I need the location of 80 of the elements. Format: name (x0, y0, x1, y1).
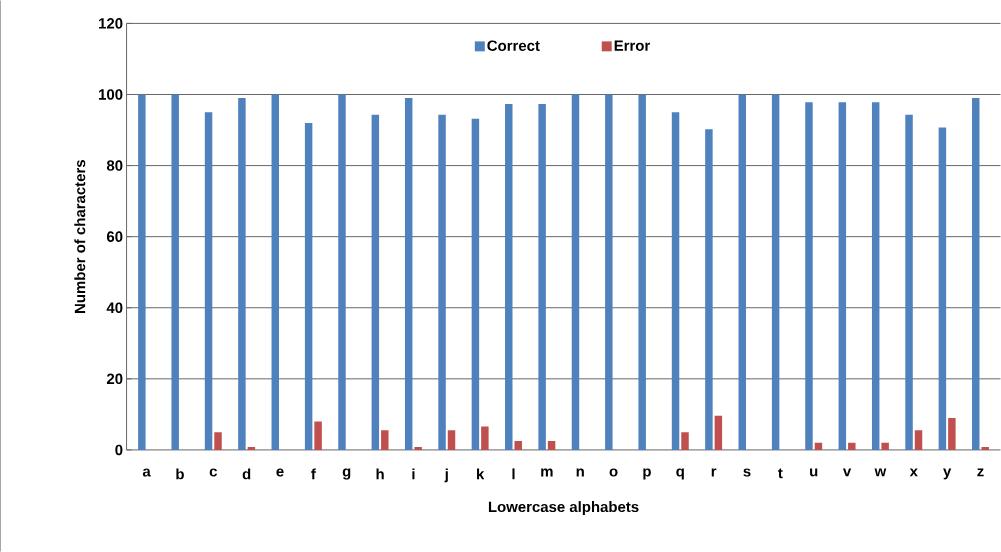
x-tick-label: i (412, 468, 415, 480)
x-tick-label: h (376, 468, 384, 480)
x-tick-label: b (176, 468, 184, 480)
x-tick-label: m (541, 468, 553, 477)
x-tick-label: u (810, 468, 818, 477)
bar (271, 94, 280, 450)
x-tick-label: r (711, 468, 717, 477)
x-tick-label: c (209, 468, 218, 477)
bar (638, 94, 646, 450)
bar (805, 102, 813, 450)
bar (514, 441, 522, 450)
bar (438, 114, 446, 450)
x-tick-label: d (242, 468, 251, 480)
x-tick-label: o (609, 468, 618, 477)
bar (414, 447, 422, 450)
bar (447, 430, 456, 450)
x-tick-label: y (943, 468, 952, 480)
x-tick-label: g (342, 468, 351, 480)
y-tick-label: 20 (106, 373, 123, 385)
bar (714, 415, 723, 450)
x-tick-label: l (512, 468, 515, 480)
x-tick-label: e (276, 468, 284, 477)
bar (471, 118, 480, 450)
y-tick-label: 0 (115, 444, 123, 456)
bar (338, 94, 346, 450)
bar (848, 442, 856, 450)
legend-label: Error (614, 40, 651, 51)
y-tick-label: 80 (106, 160, 123, 171)
bar (681, 432, 689, 450)
x-tick-label: k (477, 468, 485, 480)
bar (505, 104, 513, 450)
bar (981, 447, 989, 450)
x-tick-label: v (842, 468, 852, 477)
bar (838, 102, 847, 450)
bar (538, 104, 546, 450)
bar (404, 98, 413, 450)
x-tick-label: w (874, 468, 887, 477)
x-tick-label: q (676, 468, 684, 480)
x-tick-label: j (444, 468, 448, 483)
bar (905, 114, 913, 450)
bar (738, 94, 746, 450)
x-axis-title: Lowercase alphabets (488, 501, 639, 516)
x-tick-label: p (643, 468, 651, 480)
bar (547, 441, 556, 450)
y-tick-label: 120 (99, 18, 123, 29)
bar (938, 127, 947, 450)
bar (238, 98, 246, 450)
bar (571, 94, 580, 450)
bar (171, 94, 179, 450)
bar (671, 112, 680, 450)
x-tick-label: z (977, 468, 984, 477)
x-tick-label: n (576, 468, 584, 477)
x-tick-label: t (778, 468, 783, 479)
x-tick-label: f (311, 468, 316, 480)
bar (204, 112, 213, 450)
x-tick-label: x (909, 468, 918, 477)
y-tick-label: 100 (99, 89, 123, 100)
bar (381, 430, 389, 450)
bar (881, 442, 889, 450)
bar (814, 442, 823, 450)
bar (138, 94, 146, 450)
legend-label: Correct (487, 40, 540, 51)
y-tick-label: 60 (106, 231, 123, 242)
bar (605, 94, 613, 450)
bar (371, 114, 380, 450)
bar (705, 129, 713, 450)
bar (481, 426, 489, 450)
bar (948, 417, 956, 450)
bar (972, 98, 980, 450)
bar (304, 122, 313, 450)
y-tick-label: 40 (106, 302, 123, 314)
bar (871, 102, 880, 450)
x-tick-label: s (743, 468, 751, 477)
bar (314, 421, 322, 450)
x-tick-label: a (142, 468, 151, 477)
y-axis-title: Number of characters (74, 160, 86, 313)
bar (247, 447, 256, 450)
bar (914, 430, 923, 450)
bar (771, 94, 780, 450)
bar (214, 432, 222, 450)
